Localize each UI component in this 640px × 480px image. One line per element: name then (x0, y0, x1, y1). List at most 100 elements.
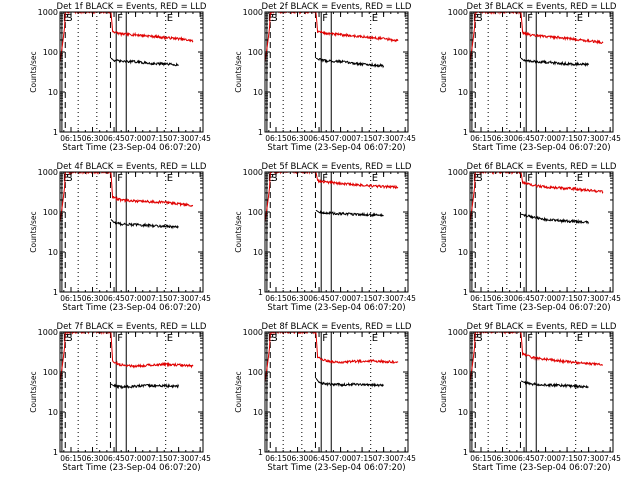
marker-label: F (322, 333, 328, 344)
marker-label: E (372, 13, 378, 24)
y-tick-label: 1 (463, 128, 468, 137)
x-tick-label: 06:15 (60, 134, 82, 143)
marker-label: S (66, 13, 72, 24)
x-tick-label: 06:15 (265, 454, 287, 463)
series-line-lld (265, 12, 399, 63)
x-tick-label: 07:00 (330, 134, 352, 143)
marker-label: E (63, 13, 69, 24)
x-axis-label: Start Time (23-Sep-04 06:07:20) (267, 303, 405, 313)
x-axis-label: Start Time (23-Sep-04 06:07:20) (267, 463, 405, 473)
panel-title: Det 8f BLACK = Events, RED = LLD (262, 322, 412, 332)
marker-label: E (63, 333, 69, 344)
x-tick-label: 07:15 (556, 454, 578, 463)
x-tick-label: 07:00 (330, 294, 352, 303)
x-tick-label: 06:15 (60, 294, 82, 303)
marker-label: F (117, 173, 123, 184)
series-line-lld (470, 12, 604, 63)
y-tick-label: 100 (248, 368, 263, 377)
x-axis-label: Start Time (23-Sep-04 06:07:20) (472, 303, 610, 313)
y-tick-label: 1 (53, 128, 58, 137)
x-axis-label: Start Time (23-Sep-04 06:07:20) (62, 463, 200, 473)
panel-title: Det 7f BLACK = Events, RED = LLD (57, 322, 207, 332)
x-tick-label: 07:15 (146, 134, 168, 143)
x-tick-label: 07:00 (535, 294, 557, 303)
series-line-events (520, 212, 590, 225)
marker-label: E (473, 333, 479, 344)
series-line-events (110, 219, 179, 230)
plot-frame (469, 11, 614, 133)
series-line-events (520, 380, 589, 390)
y-tick-label: 10 (48, 248, 58, 257)
x-tick-label: 07:15 (351, 134, 373, 143)
marker-label: E (167, 333, 173, 344)
series-line-events (315, 377, 384, 388)
x-tick-label: 06:45 (513, 454, 535, 463)
x-tick-label: 07:45 (394, 294, 416, 303)
x-tick-label: 06:30 (82, 294, 104, 303)
marker-label: F (322, 13, 328, 24)
y-tick-label: 100 (453, 368, 468, 377)
x-tick-label: 06:30 (492, 454, 514, 463)
y-tick-label: 1000 (243, 328, 263, 337)
marker-label: F (527, 173, 533, 184)
y-axis-label: Counts/sec (439, 371, 448, 412)
marker-label: E (268, 333, 274, 344)
y-tick-label: 100 (248, 48, 263, 57)
plot-frame (264, 331, 409, 453)
y-tick-label: 100 (43, 48, 58, 57)
y-tick-label: 10 (458, 88, 468, 97)
y-tick-label: 10 (48, 88, 58, 97)
panel-title: Det 3f BLACK = Events, RED = LLD (467, 2, 617, 12)
x-tick-label: 06:15 (470, 134, 492, 143)
x-tick-label: 07:00 (125, 134, 147, 143)
y-tick-label: 1 (463, 448, 468, 457)
x-tick-label: 07:45 (599, 294, 621, 303)
x-tick-label: 07:15 (146, 294, 168, 303)
marker-label: F (117, 333, 123, 344)
y-tick-label: 1000 (38, 328, 58, 337)
x-tick-label: 06:45 (308, 134, 330, 143)
plot-frame (59, 171, 204, 293)
x-tick-label: 06:45 (308, 294, 330, 303)
x-tick-label: 07:30 (373, 134, 395, 143)
x-tick-label: 07:45 (599, 454, 621, 463)
plot-frame (59, 11, 204, 133)
x-tick-label: 07:45 (189, 134, 211, 143)
y-axis-label: Counts/sec (439, 51, 448, 92)
y-tick-label: 1000 (38, 168, 58, 177)
x-axis-label: Start Time (23-Sep-04 06:07:20) (472, 143, 610, 153)
y-axis-label: Counts/sec (439, 211, 448, 252)
x-tick-label: 06:30 (492, 294, 514, 303)
x-tick-label: 07:00 (535, 454, 557, 463)
series-line-events (315, 209, 384, 218)
series-line-events (110, 57, 179, 67)
marker-label: E (268, 173, 274, 184)
marker-label: E (167, 173, 173, 184)
y-tick-label: 10 (253, 88, 263, 97)
plot-frame (264, 11, 409, 133)
marker-label: S (66, 173, 72, 184)
y-tick-label: 1000 (243, 168, 263, 177)
marker-label: E (372, 173, 378, 184)
series-line-lld (470, 172, 604, 223)
y-axis-label: Counts/sec (29, 51, 38, 92)
plot-frame (469, 331, 614, 453)
series-line-events (110, 383, 180, 390)
x-tick-label: 07:15 (556, 134, 578, 143)
panel-title: Det 1f BLACK = Events, RED = LLD (57, 2, 207, 12)
x-tick-label: 07:15 (351, 454, 373, 463)
x-tick-label: 07:15 (146, 454, 168, 463)
x-tick-label: 06:30 (287, 134, 309, 143)
x-tick-label: 06:30 (492, 134, 514, 143)
y-tick-label: 1 (463, 288, 468, 297)
marker-label: S (476, 13, 482, 24)
x-tick-label: 06:45 (103, 454, 125, 463)
y-axis-label: Counts/sec (234, 371, 243, 412)
